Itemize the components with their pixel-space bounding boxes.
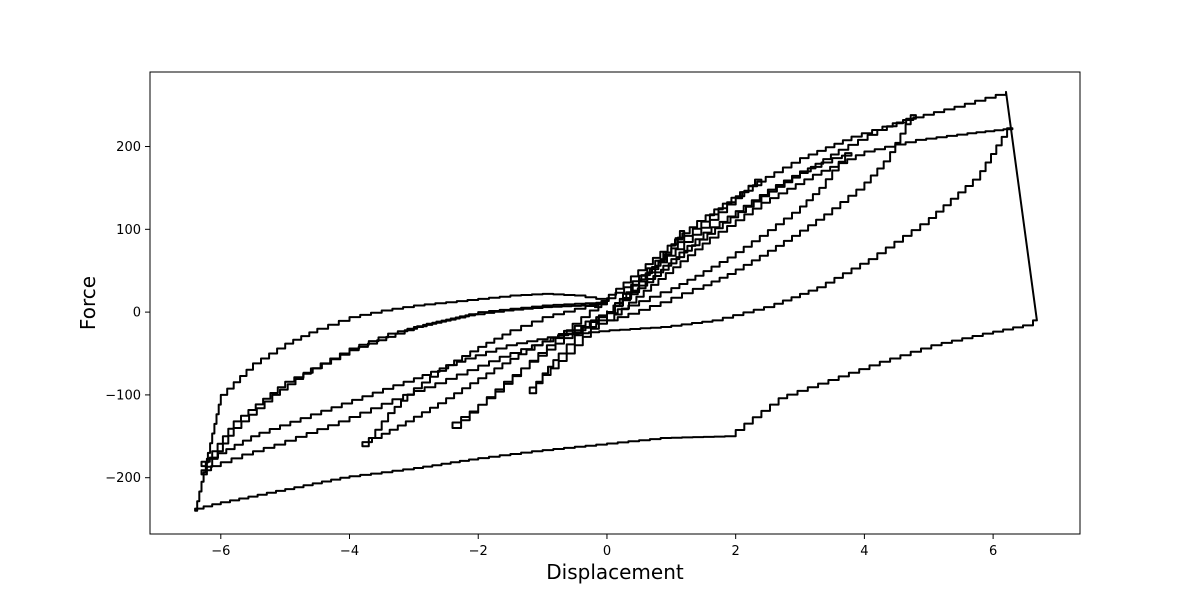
y-tick-label: −200 [105,471,141,486]
hysteresis-loop-6 [194,90,1038,512]
x-tick-label: −2 [469,544,488,559]
hysteresis-loop-2 [451,178,763,429]
y-tick-label: −100 [105,388,141,403]
x-tick-label: 0 [603,544,611,559]
hysteresis-loop-3 [361,152,853,448]
x-tick-label: 2 [732,544,740,559]
x-tick-label: −6 [211,544,230,559]
x-tick-label: 4 [860,544,868,559]
y-axis: −200 −100 0 100 200 [105,140,150,486]
y-tick-label: 0 [133,306,141,321]
y-axis-label: Force [76,276,100,330]
x-tick-label: 6 [989,544,997,559]
y-tick-label: 100 [116,223,141,238]
x-tick-label: −4 [340,544,359,559]
plot-frame [149,71,1081,535]
x-axis-label: Displacement [546,560,684,584]
y-tick-label: 200 [116,140,141,155]
hysteresis-loop-5 [200,127,1014,468]
x-axis: −6 −4 −2 0 2 4 6 [211,534,997,559]
curve-layer [194,90,1038,512]
